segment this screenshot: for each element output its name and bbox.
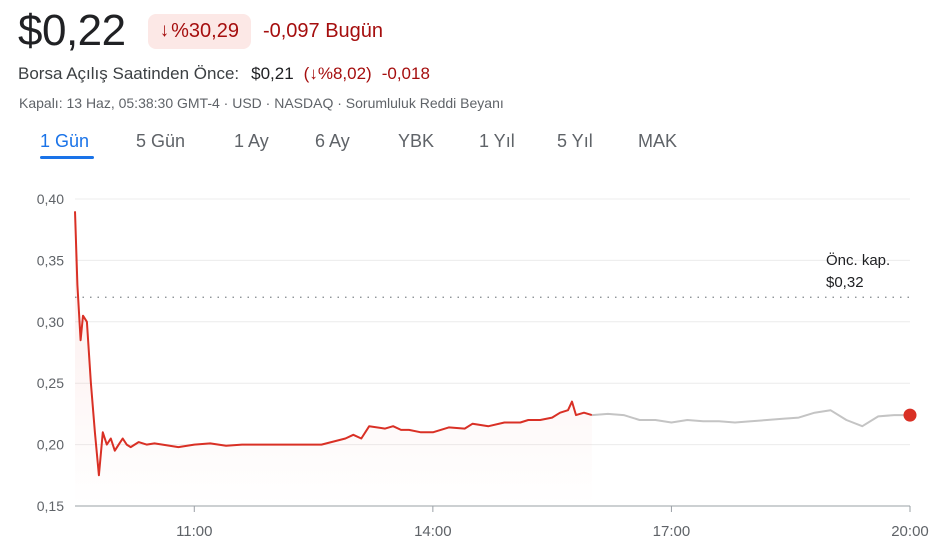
current-price: $0,22 xyxy=(18,6,126,55)
market-meta: Kapalı: 13 Haz, 05:38:30 GMT-4 · USD · N… xyxy=(19,95,504,111)
after-hours-line xyxy=(591,409,910,428)
change-badge: ↓ %30,29 xyxy=(147,13,251,49)
premarket-label: Borsa Açılış Saatinden Önce: xyxy=(18,64,240,83)
y-tick-label: 0,25 xyxy=(37,375,64,391)
regular-session-line xyxy=(74,211,593,477)
previous-close-label: Önc. kap. xyxy=(826,251,890,269)
premarket-percent: (↓%8,02) xyxy=(303,64,372,83)
arrow-down-icon: ↓ xyxy=(159,20,170,41)
x-tick-label: 20:00 xyxy=(891,523,929,540)
y-tick-label: 0,35 xyxy=(37,252,64,268)
x-tick-label: 17:00 xyxy=(653,523,691,540)
change-percent: %30,29 xyxy=(171,19,239,42)
x-tick-label: 14:00 xyxy=(414,523,452,540)
tab-1-month[interactable]: 1 Ay xyxy=(234,131,269,151)
change-absolute: -0,097 Bugün xyxy=(262,19,384,42)
tab-5-day[interactable]: 5 Gün xyxy=(136,131,186,151)
tab-1-day[interactable]: 1 Gün xyxy=(40,131,90,151)
tab-ytd[interactable]: YBK xyxy=(398,131,435,151)
premarket-price: $0,21 xyxy=(251,64,294,83)
price-header: $0,22 ↓ %30,29 -0,097 Bugün xyxy=(18,6,383,56)
regular-session-area xyxy=(75,211,592,507)
y-tick-label: 0,40 xyxy=(37,191,64,207)
y-tick-label: 0,20 xyxy=(37,437,64,453)
y-tick-label: 0,30 xyxy=(37,314,64,330)
premarket-row: Borsa Açılış Saatinden Önce: $0,21 (↓%8,… xyxy=(18,64,430,84)
previous-close-value: $0,32 xyxy=(826,274,864,291)
x-tick-label: 11:00 xyxy=(176,523,212,540)
active-tab-indicator xyxy=(40,156,94,159)
premarket-absolute: -0,018 xyxy=(381,64,430,83)
tab-5-year[interactable]: 5 Yıl xyxy=(557,131,593,151)
tab-max[interactable]: MAK xyxy=(638,131,678,151)
tab-1-year[interactable]: 1 Yıl xyxy=(479,131,515,151)
tab-6-month[interactable]: 6 Ay xyxy=(315,131,350,151)
y-tick-label: 0,15 xyxy=(37,498,64,514)
last-price-dot xyxy=(903,408,917,422)
